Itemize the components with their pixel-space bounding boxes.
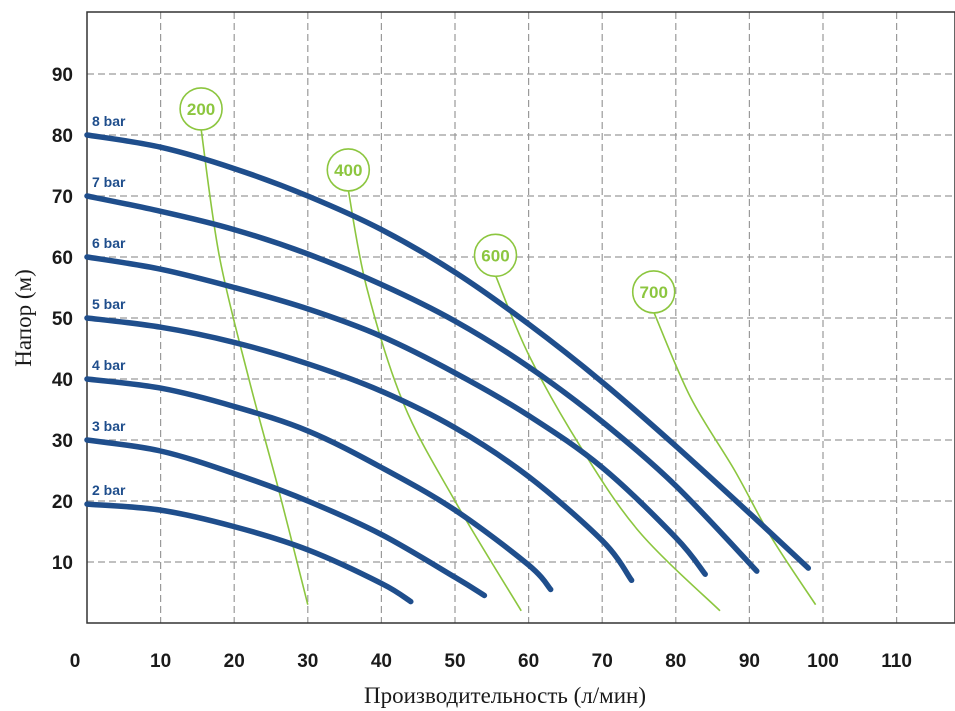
y-tick-label: 10	[52, 553, 73, 574]
x-tick-label: 60	[518, 651, 539, 672]
series-label-2-bar: 2 bar	[92, 482, 126, 498]
pressure-curve-6-bar	[87, 257, 705, 574]
series-label-8-bar: 8 bar	[92, 113, 126, 129]
x-tick-label: 40	[371, 651, 392, 672]
series-label-3-bar: 3 bar	[92, 418, 126, 434]
x-tick-label: 30	[297, 651, 318, 672]
series-label-5-bar: 5 bar	[92, 296, 126, 312]
consumption-label-200: 200	[187, 100, 215, 119]
y-tick-label: 30	[52, 431, 73, 452]
x-tick-label: 80	[665, 651, 686, 672]
pressure-curve-2-bar	[87, 504, 411, 601]
series-label-7-bar: 7 bar	[92, 174, 126, 190]
y-tick-label: 70	[52, 187, 73, 208]
consumption-label-400: 400	[334, 161, 362, 180]
consumption-label-600: 600	[481, 246, 509, 265]
series-label-6-bar: 6 bar	[92, 235, 126, 251]
x-tick-label: 10	[150, 651, 171, 672]
x-tick-label: 100	[807, 651, 839, 672]
tick-labels: 0 10 20 30 40 50 60 70 80 90 100 110 10 20 30 40 50 60 70 8…	[52, 65, 912, 672]
x-tick-label: 110	[881, 651, 912, 672]
y-axis-label: Напор (м)	[11, 269, 36, 366]
x-axis-label: Производительность (л/мин)	[364, 683, 646, 708]
x-tick-label: 90	[739, 651, 760, 672]
pressure-curve-5-bar	[87, 318, 632, 580]
consumption-label-700: 700	[640, 283, 668, 302]
y-tick-label: 60	[52, 248, 73, 269]
y-tick-label: 90	[52, 65, 73, 86]
y-tick-label: 50	[52, 309, 73, 330]
y-tick-label: 20	[52, 492, 73, 513]
consumption-curve-700	[654, 312, 816, 605]
x-tick-label: 50	[444, 651, 465, 672]
y-tick-label: 80	[52, 126, 73, 147]
pressure-curve-4-bar	[87, 379, 551, 590]
x-tick-label: 0	[70, 651, 81, 672]
pressure-curves	[87, 135, 808, 602]
y-tick-label: 40	[52, 370, 73, 391]
x-tick-label: 20	[224, 651, 245, 672]
series-label-4-bar: 4 bar	[92, 357, 126, 373]
x-tick-label: 70	[592, 651, 613, 672]
